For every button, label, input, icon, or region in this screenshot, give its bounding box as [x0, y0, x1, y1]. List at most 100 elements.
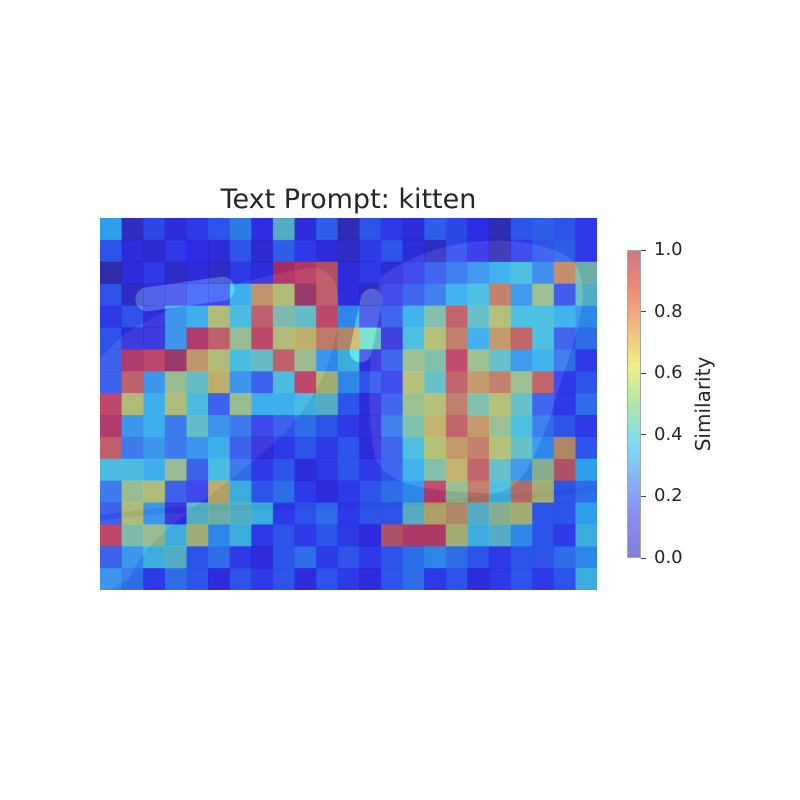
heatmap-cell	[229, 458, 252, 481]
heatmap-cell	[553, 480, 576, 503]
heatmap-cell	[402, 305, 425, 328]
heatmap-cell	[316, 480, 338, 503]
heatmap-cell	[510, 305, 533, 328]
heatmap-cell	[445, 546, 468, 569]
colorbar-tick	[641, 557, 646, 559]
heatmap-cell	[143, 480, 166, 503]
heatmap-cell	[208, 458, 230, 481]
heatmap-cell	[316, 261, 338, 284]
heatmap-cell	[143, 305, 166, 328]
heatmap-cell	[229, 239, 252, 263]
heatmap-cell	[424, 458, 447, 481]
heatmap-cell	[229, 349, 252, 372]
heatmap-cell	[251, 480, 274, 503]
heatmap-cell	[143, 371, 166, 394]
heatmap-cell	[424, 239, 447, 263]
heatmap-cell	[229, 305, 252, 328]
heatmap-cell	[488, 327, 511, 350]
heatmap-cell	[337, 393, 360, 416]
heatmap-cell	[121, 239, 144, 263]
heatmap-cell	[532, 327, 555, 350]
heatmap-cell	[143, 327, 166, 350]
heatmap-cell	[445, 218, 468, 241]
heatmap-cell	[359, 414, 382, 438]
heatmap-cell	[121, 371, 144, 394]
heatmap-cell	[337, 261, 360, 284]
heatmap-cell	[575, 458, 597, 481]
heatmap-cell	[337, 305, 360, 328]
heatmap-cell	[575, 480, 597, 503]
heatmap-cell	[186, 436, 209, 459]
heatmap-cell	[424, 305, 447, 328]
heatmap-cell	[272, 480, 295, 503]
chart-title: Text Prompt: kitten	[220, 184, 477, 215]
heatmap-cell	[424, 327, 447, 350]
heatmap-cell	[121, 458, 144, 481]
heatmap-cell	[380, 371, 403, 394]
heatmap-cell	[532, 480, 555, 503]
heatmap-cell	[186, 568, 209, 590]
heatmap-cell	[143, 261, 166, 284]
heatmap-cell	[380, 239, 403, 263]
heatmap-cell	[251, 458, 274, 481]
heatmap-cell	[294, 458, 317, 481]
heatmap-cell	[143, 568, 166, 590]
heatmap-cell	[402, 568, 425, 590]
heatmap-cell	[316, 524, 338, 547]
heatmap-cell	[380, 327, 403, 350]
heatmap-cell	[316, 305, 338, 328]
heatmap-cell	[164, 283, 187, 306]
heatmap-cell	[143, 458, 166, 481]
heatmap-cell	[272, 261, 295, 284]
heatmap-cell	[488, 480, 511, 503]
heatmap-cell	[229, 436, 252, 459]
heatmap-cell	[575, 546, 597, 569]
heatmap-cell	[488, 349, 511, 372]
heatmap-cell	[380, 568, 403, 590]
heatmap-cell	[229, 393, 252, 416]
heatmap-cell	[402, 283, 425, 306]
heatmap-cell	[488, 568, 511, 590]
heatmap-cell	[424, 502, 447, 525]
heatmap-cell	[121, 502, 144, 525]
heatmap-cell	[143, 349, 166, 372]
heatmap-cell	[380, 393, 403, 416]
heatmap-cell	[532, 305, 555, 328]
heatmap-cell	[208, 239, 230, 263]
heatmap-cell	[208, 349, 230, 372]
heatmap-cell	[359, 458, 382, 481]
heatmap-cell	[467, 218, 490, 241]
heatmap-cell	[359, 393, 382, 416]
heatmap-cell	[272, 349, 295, 372]
heatmap-cell	[208, 524, 230, 547]
heatmap-cell	[510, 327, 533, 350]
heatmap-cell	[445, 524, 468, 547]
heatmap-cell	[575, 414, 597, 438]
heatmap-cell	[164, 524, 187, 547]
heatmap-cell	[402, 480, 425, 503]
heatmap-cell	[532, 414, 555, 438]
heatmap-cell	[337, 349, 360, 372]
heatmap-cell	[208, 393, 230, 416]
heatmap-cell	[359, 218, 382, 241]
heatmap-cell	[294, 436, 317, 459]
heatmap-cell	[488, 305, 511, 328]
heatmap-cell	[251, 393, 274, 416]
heatmap-cell	[294, 261, 317, 284]
heatmap-cell	[359, 305, 382, 328]
heatmap-cell	[510, 436, 533, 459]
heatmap-cell	[294, 524, 317, 547]
heatmap-cell	[121, 218, 144, 241]
heatmap-cell	[467, 239, 490, 263]
heatmap-cell	[272, 524, 295, 547]
heatmap-cell	[337, 436, 360, 459]
heatmap-cell	[402, 436, 425, 459]
heatmap-cell	[532, 393, 555, 416]
heatmap-cell	[402, 393, 425, 416]
heatmap-cell	[359, 371, 382, 394]
heatmap-cell	[402, 349, 425, 372]
heatmap-cell	[553, 436, 576, 459]
heatmap-cell	[272, 239, 295, 263]
heatmap-cell	[424, 414, 447, 438]
heatmap-cell	[380, 436, 403, 459]
